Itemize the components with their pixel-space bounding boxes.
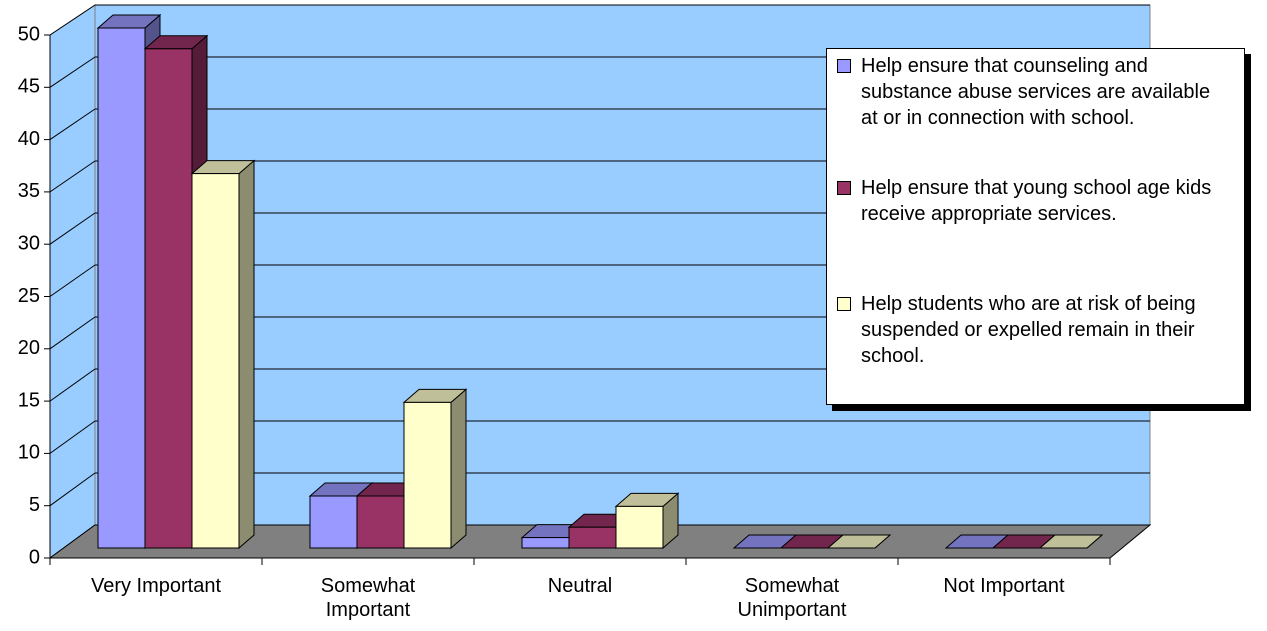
legend-label: Help students who are at risk of being s… bbox=[861, 293, 1196, 367]
grid-line bbox=[49, 420, 96, 454]
y-tick-label: 20 bbox=[18, 337, 40, 359]
bar bbox=[356, 495, 405, 549]
bar bbox=[568, 526, 617, 549]
y-tick-label: 15 bbox=[18, 389, 40, 411]
x-tick-label: Somewhat Important bbox=[320, 575, 416, 621]
legend-marker bbox=[837, 297, 851, 311]
grid-line bbox=[49, 56, 96, 88]
bar bbox=[403, 401, 452, 549]
y-tick-label: 40 bbox=[18, 128, 40, 150]
bar bbox=[144, 48, 193, 549]
grid-line bbox=[49, 4, 96, 36]
y-tick-label: 25 bbox=[18, 285, 40, 307]
x-tick-label: Somewhat Unimportant bbox=[737, 575, 847, 621]
y-tick-label: 35 bbox=[18, 180, 40, 202]
side-wall bbox=[49, 4, 96, 559]
grid-line bbox=[49, 160, 96, 193]
bar bbox=[191, 173, 240, 549]
x-tick-label: Very Important bbox=[90, 575, 222, 597]
grid-line bbox=[49, 316, 96, 350]
grid-line bbox=[49, 472, 96, 507]
x-tick-label: Not Important bbox=[943, 575, 1065, 597]
y-tick-label: 0 bbox=[29, 546, 40, 568]
legend-marker bbox=[837, 59, 851, 73]
bar bbox=[97, 27, 146, 549]
bar-top bbox=[1038, 534, 1104, 549]
grid-line bbox=[49, 368, 96, 402]
legend-label: Help ensure that young school age kids r… bbox=[861, 177, 1212, 225]
y-tick-label: 45 bbox=[18, 76, 40, 98]
legend-label: Help ensure that counseling and substanc… bbox=[861, 55, 1211, 129]
bar-side bbox=[238, 159, 255, 550]
legend: Help ensure that counseling and substanc… bbox=[826, 48, 1245, 405]
grid-line bbox=[49, 108, 96, 141]
bar bbox=[521, 537, 570, 549]
y-tick-label: 30 bbox=[18, 232, 40, 254]
grid-line bbox=[49, 212, 96, 245]
bar bbox=[309, 495, 358, 549]
bar-side bbox=[450, 388, 467, 550]
y-tick-label: 50 bbox=[18, 23, 40, 45]
y-tick-label: 5 bbox=[29, 494, 40, 516]
y-tick-label: 10 bbox=[18, 442, 40, 464]
bar-top bbox=[826, 534, 892, 549]
legend-marker bbox=[837, 181, 851, 195]
x-tick-label: Neutral bbox=[547, 575, 613, 597]
bar bbox=[615, 505, 664, 549]
grid-line bbox=[49, 264, 96, 297]
